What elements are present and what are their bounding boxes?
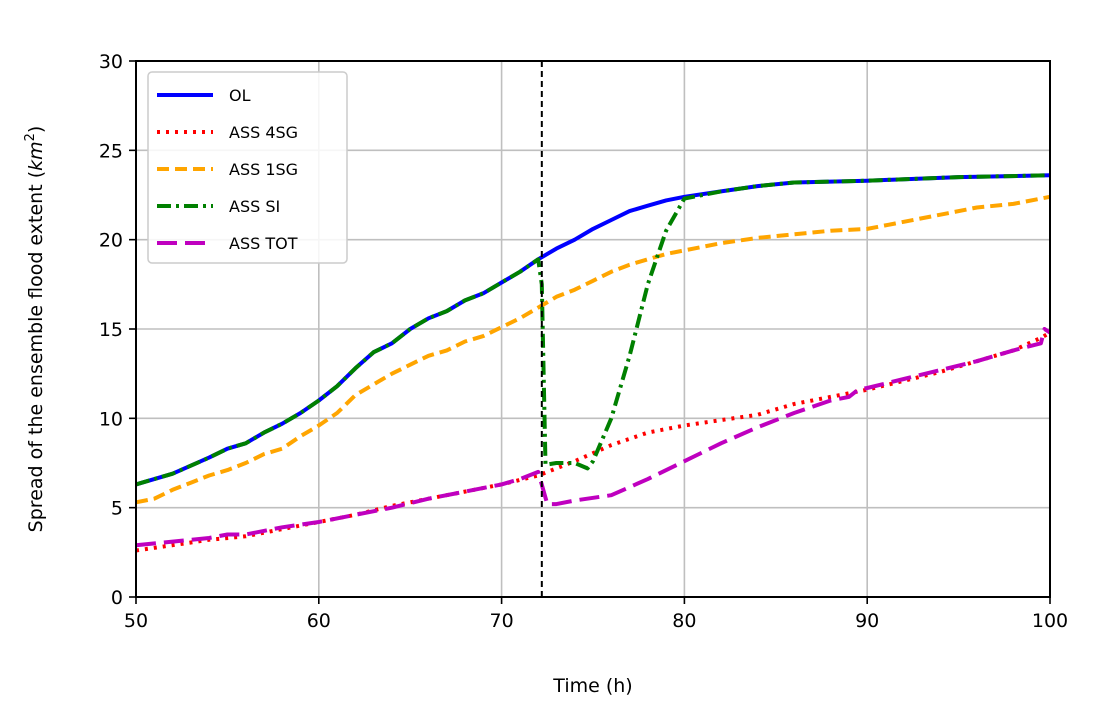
y-tick-label: 10 [99,408,123,430]
y-tick-label: 15 [99,319,123,341]
ticks: 50 60 70 80 90 100 0 5 10 15 20 25 30 [99,51,1068,632]
series-line-ass-tot [135,327,1052,548]
y-tick-label: 30 [99,51,123,73]
series-line-ass-si [135,173,1051,487]
x-axis-label: Time (h) [552,675,632,697]
legend-label: ASS SI [229,197,280,216]
x-tick-label: 80 [672,610,696,632]
legend-label: OL [229,86,251,105]
series-line-ass-1sg [135,194,1051,505]
legend-box [147,71,348,264]
x-tick-label: 90 [855,610,879,632]
legend-label: ASS 1SG [229,160,298,179]
y-tick-label: 5 [111,498,123,520]
plot-frame [135,60,1051,598]
legend: OL ASS 4SG ASS 1SG ASS SI ASS TOT [147,71,348,264]
legend-label: ASS 4SG [229,123,298,142]
legend-label: ASS TOT [229,234,298,253]
y-tick-label: 25 [99,140,123,162]
y-tick-label: 20 [99,230,123,252]
series-line-ol [135,173,1051,487]
series-line-ass-4sg [135,330,1052,553]
x-tick-label: 50 [124,610,148,632]
x-tick-label: 70 [490,610,514,632]
y-axis-label: Spread of the ensemble flood extent (km2… [23,126,47,533]
y-tick-label: 0 [111,587,123,609]
series-lines [135,61,1052,597]
x-tick-label: 60 [307,610,331,632]
x-tick-label: 100 [1032,610,1068,632]
